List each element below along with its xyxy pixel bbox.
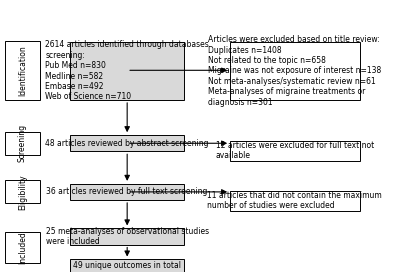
Text: 11 articles that did not contain the maximum
number of studies were excluded: 11 articles that did not contain the max…	[208, 191, 382, 210]
Text: Screening: Screening	[18, 124, 27, 162]
Text: Identification: Identification	[18, 45, 27, 96]
Text: 12 articles were excluded for full text not
available: 12 articles were excluded for full text …	[216, 141, 374, 160]
FancyBboxPatch shape	[5, 132, 40, 155]
FancyBboxPatch shape	[230, 42, 360, 100]
FancyBboxPatch shape	[70, 229, 184, 245]
FancyBboxPatch shape	[70, 184, 184, 200]
Text: Included: Included	[18, 231, 27, 264]
Text: 36 articles reviewed by full text screening: 36 articles reviewed by full text screen…	[46, 187, 208, 196]
Text: 49 unique outcomes in total: 49 unique outcomes in total	[73, 261, 181, 270]
Text: Eligibility: Eligibility	[18, 174, 27, 210]
FancyBboxPatch shape	[70, 135, 184, 151]
FancyBboxPatch shape	[5, 180, 40, 203]
Text: 2614 articles identified through databases
screening:
Pub Med n=830
Medline n=58: 2614 articles identified through databas…	[45, 40, 209, 102]
Text: 48 articles reviewed by abstract screening: 48 articles reviewed by abstract screeni…	[46, 139, 209, 148]
FancyBboxPatch shape	[230, 141, 360, 161]
FancyBboxPatch shape	[230, 191, 360, 211]
FancyBboxPatch shape	[5, 232, 40, 263]
FancyBboxPatch shape	[5, 41, 40, 100]
Text: Articles were excluded based on title review:
Duplicates n=1408
Not related to t: Articles were excluded based on title re…	[208, 35, 382, 107]
FancyBboxPatch shape	[70, 42, 184, 100]
Text: 25 meta-analyses of observational studies
were included: 25 meta-analyses of observational studie…	[46, 227, 209, 246]
FancyBboxPatch shape	[70, 259, 184, 272]
